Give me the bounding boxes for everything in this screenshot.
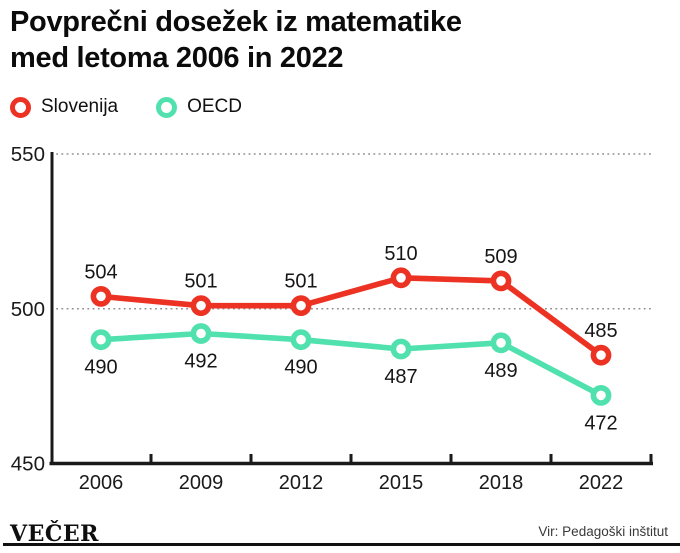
- legend-marker-slovenija-icon: [10, 96, 31, 118]
- data-point-marker-oecd: [90, 329, 112, 351]
- x-axis-label: 2012: [279, 472, 324, 494]
- source-credit: Vir: Pedagoški inštitut: [538, 524, 668, 539]
- data-point-marker-slovenija: [390, 267, 412, 289]
- data-point-label-oecd: 490: [284, 357, 317, 379]
- data-point-marker-slovenija: [590, 344, 612, 366]
- data-point-label-slovenija: 504: [84, 261, 117, 283]
- data-point-label-slovenija: 510: [384, 243, 417, 265]
- x-axis-label: 2006: [79, 472, 124, 494]
- data-point-marker-oecd: [190, 323, 212, 344]
- y-axis-label: 550: [11, 143, 45, 166]
- data-point-label-oecd: 472: [584, 412, 617, 434]
- data-point-label-oecd: 492: [184, 351, 217, 373]
- data-point-label-oecd: 490: [84, 357, 117, 379]
- legend: Slovenija OECD: [10, 96, 242, 118]
- series-line-oecd: [98, 330, 604, 399]
- y-axis-label: 500: [11, 298, 45, 321]
- legend-item-oecd: OECD: [156, 96, 242, 118]
- data-point-marker-oecd: [590, 385, 612, 406]
- data-point-label-oecd: 487: [384, 366, 417, 388]
- data-point-label-slovenija: 501: [284, 271, 317, 293]
- legend-label-oecd: OECD: [187, 96, 243, 117]
- data-point-label-slovenija: 485: [584, 320, 617, 342]
- data-point-marker-slovenija: [290, 295, 312, 317]
- publisher-logo: VEČER: [10, 521, 99, 547]
- data-point-marker-slovenija: [190, 295, 212, 317]
- x-axis-label: 2015: [379, 472, 424, 494]
- series-line-slovenija: [98, 274, 604, 358]
- legend-marker-oecd-icon: [156, 96, 178, 118]
- data-point-marker-slovenija: [490, 270, 512, 292]
- data-point-marker-oecd: [490, 332, 512, 354]
- x-axis-label: 2022: [579, 472, 624, 494]
- legend-item-slovenija: Slovenija: [10, 96, 118, 118]
- chart-title: Povprečni dosežek iz matematike med leto…: [10, 6, 462, 74]
- data-point-label-slovenija: 509: [484, 246, 517, 268]
- data-point-label-slovenija: 501: [184, 271, 217, 293]
- legend-label-slovenija: Slovenija: [41, 96, 119, 117]
- y-axis-label: 450: [11, 453, 45, 476]
- data-point-marker-slovenija: [90, 285, 112, 307]
- data-point-marker-oecd: [290, 329, 312, 351]
- x-axis-label: 2009: [179, 472, 224, 494]
- x-axis-label: 2018: [479, 472, 524, 494]
- footer-rule: [3, 543, 680, 547]
- data-point-label-oecd: 489: [484, 360, 517, 382]
- data-point-marker-oecd: [390, 338, 412, 360]
